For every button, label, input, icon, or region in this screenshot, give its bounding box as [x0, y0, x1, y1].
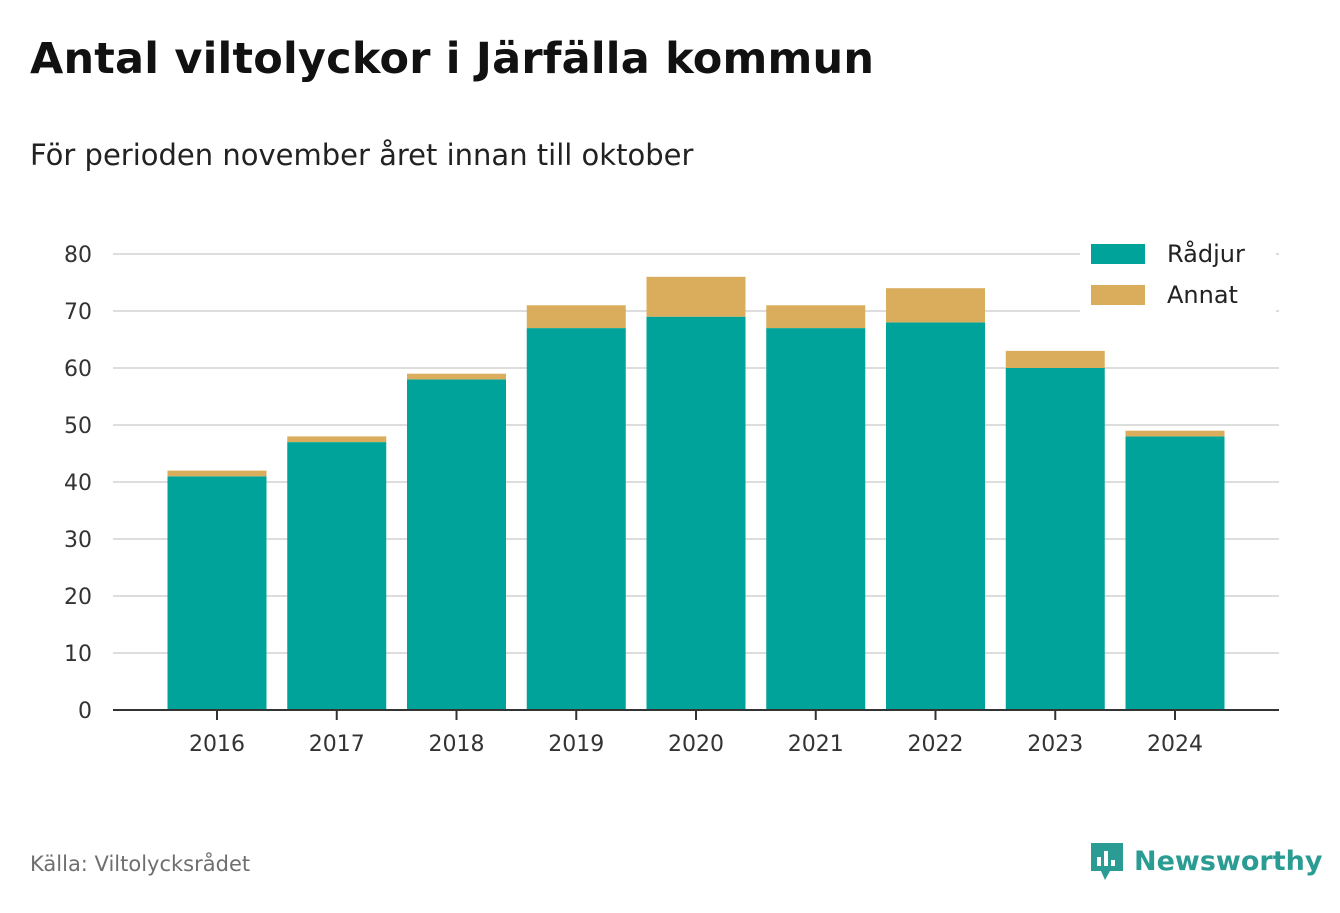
- bar-radjur-2024: [1125, 436, 1225, 710]
- x-tick-label: 2024: [1147, 732, 1203, 757]
- legend-label-annat: Annat: [1167, 281, 1238, 309]
- legend: Rådjur Annat: [1080, 232, 1276, 312]
- bar-annat-2016: [167, 470, 267, 477]
- x-tick-label: 2019: [548, 732, 604, 757]
- bar-annat-2018: [407, 373, 506, 380]
- brand-name: Newsworthy: [1134, 845, 1323, 877]
- x-tick-label: 2018: [429, 732, 485, 757]
- bar-radjur-2020: [646, 316, 746, 710]
- bar-radjur-2018: [407, 379, 506, 710]
- bar-annat-2023: [1005, 350, 1105, 368]
- chart-title: Antal viltolyckor i Järfälla kommun: [30, 34, 875, 84]
- bar-annat-2020: [646, 276, 746, 317]
- y-tick-label: 30: [64, 528, 92, 553]
- bar-annat-2021: [766, 305, 866, 329]
- newsworthy-logo-icon: [1091, 843, 1123, 880]
- y-tick-label: 40: [64, 471, 92, 496]
- y-tick-label: 10: [64, 642, 92, 667]
- bar-radjur-2017: [287, 442, 387, 710]
- y-tick-label: 80: [64, 243, 92, 268]
- bar-radjur-2021: [766, 328, 866, 710]
- bar-annat-2022: [886, 288, 985, 323]
- legend-swatch-radjur: [1091, 244, 1145, 264]
- bars: [167, 276, 1225, 710]
- chart-subtitle: För perioden november året innan till ok…: [30, 138, 694, 172]
- x-tick-label: 2021: [788, 732, 844, 757]
- bar-annat-2017: [287, 436, 387, 443]
- x-tick-label: 2016: [189, 732, 245, 757]
- bar-radjur-2019: [526, 328, 626, 710]
- axes: 0 10 20 30 40 50 60 70 80 2016 2017 2018 2019 2020 202…: [64, 243, 1279, 757]
- bar-radjur-2016: [167, 476, 267, 710]
- x-tick-label: 2020: [668, 732, 724, 757]
- bar-chart: 0 10 20 30 40 50 60 70 80 2016 2017 2018 2019 2020 202…: [64, 232, 1279, 757]
- y-tick-label: 60: [64, 357, 92, 382]
- x-tick-label: 2022: [908, 732, 964, 757]
- x-tick-label: 2023: [1027, 732, 1083, 757]
- y-tick-label: 0: [78, 699, 92, 724]
- source-note: Källa: Viltolycksrådet: [30, 852, 251, 876]
- legend-swatch-annat: [1091, 285, 1145, 305]
- brand-logo[interactable]: Newsworthy: [1088, 840, 1322, 882]
- legend-label-radjur: Rådjur: [1167, 239, 1245, 268]
- y-tick-label: 20: [64, 585, 92, 610]
- bar-radjur-2023: [1005, 368, 1105, 710]
- y-tick-label: 70: [64, 300, 92, 325]
- bar-annat-2024: [1125, 430, 1225, 437]
- bar-annat-2019: [526, 305, 626, 329]
- x-tick-label: 2017: [309, 732, 365, 757]
- bar-radjur-2022: [886, 322, 985, 710]
- y-tick-label: 50: [64, 414, 92, 439]
